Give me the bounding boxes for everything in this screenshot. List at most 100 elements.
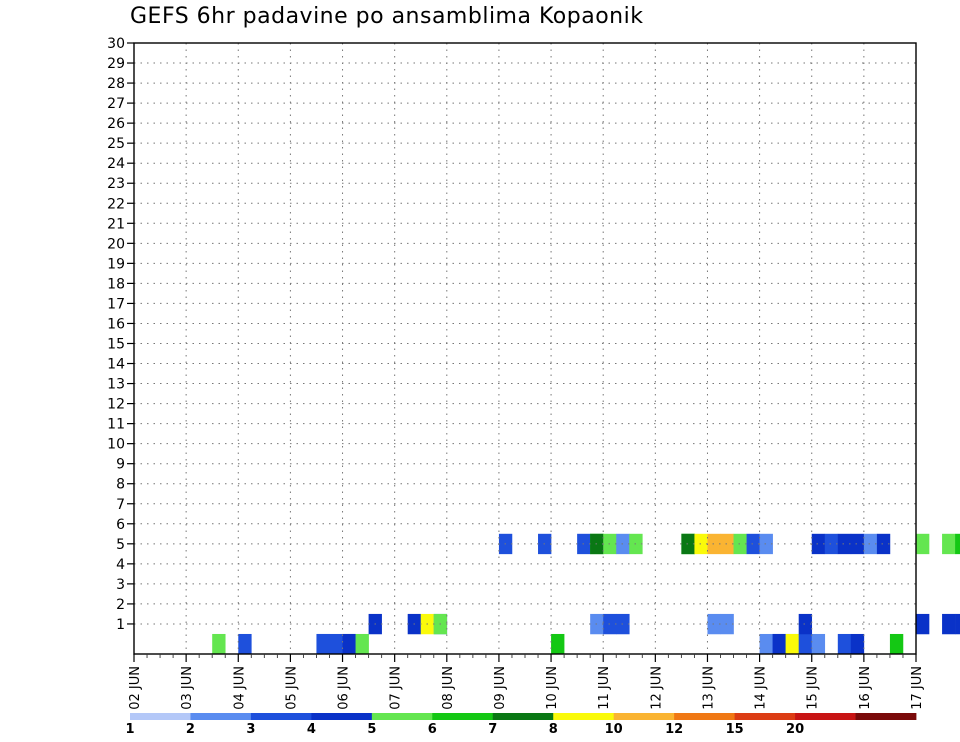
x-tick-label: 07 JUN (389, 666, 404, 710)
legend-swatch (311, 713, 373, 720)
color-legend: 1 2 3 4 5 6 7 8 10 12 15 20 (125, 713, 917, 737)
y-tick-label: 4 (116, 557, 125, 573)
y-tick-label: 25 (107, 136, 125, 152)
y-tick-label: 1 (116, 617, 125, 633)
heatmap-cell (850, 533, 865, 555)
heatmap-cell (316, 633, 330, 655)
heatmap-cell (955, 533, 960, 555)
heatmap-cell (707, 613, 721, 635)
legend-swatch (130, 713, 191, 720)
legend-label: 20 (786, 722, 804, 737)
y-axis: 1234567891011121314151617181920212223242… (107, 36, 134, 633)
legend-swatch (553, 713, 615, 720)
legend-label: 3 (246, 722, 255, 737)
heatmap-cell (785, 633, 799, 655)
legend-swatch (613, 713, 675, 720)
x-tick-label: 17 JUN (910, 666, 925, 710)
heatmap-cell (212, 633, 226, 655)
chart-gridlines (134, 42, 916, 654)
y-tick-label: 29 (107, 56, 125, 72)
heatmap-cell (720, 613, 734, 635)
chart-title: GEFS 6hr padavine po ansamblima Kopaonik (130, 4, 644, 29)
y-tick-label: 16 (107, 316, 125, 332)
y-tick-label: 19 (107, 256, 125, 272)
y-tick-label: 27 (107, 96, 125, 112)
y-tick-label: 6 (116, 517, 125, 533)
heatmap-cell (824, 533, 839, 555)
y-tick-label: 15 (107, 336, 125, 352)
x-tick-label: 02 JUN (128, 666, 143, 710)
y-tick-label: 24 (107, 156, 125, 172)
heatmap-cell (798, 633, 813, 655)
heatmap-cell (746, 533, 760, 555)
legend-swatch (371, 713, 433, 720)
heatmap-cell (798, 613, 813, 635)
heatmap-cell (681, 533, 695, 555)
legend-label: 6 (428, 722, 437, 737)
legend-swatch (250, 713, 312, 720)
heatmap-cell (811, 533, 826, 555)
y-tick-label: 22 (107, 196, 125, 212)
y-tick-label: 8 (116, 477, 125, 493)
x-tick-label: 03 JUN (180, 666, 195, 710)
legend-swatch (795, 713, 856, 720)
heatmap-cell (863, 533, 878, 555)
heatmap-cell (342, 633, 356, 655)
heatmap-cell (876, 533, 891, 555)
legend-swatch (492, 713, 554, 720)
heatmap-cell (238, 633, 252, 655)
y-tick-label: 17 (107, 296, 125, 312)
heatmap-cell (759, 633, 773, 655)
heatmap-cell (889, 633, 904, 655)
legend-label: 12 (665, 722, 683, 737)
heatmap-cell (942, 613, 956, 635)
heatmap-cell (720, 533, 734, 555)
legend-label: 8 (549, 722, 558, 737)
y-tick-label: 7 (116, 497, 125, 513)
y-tick-label: 23 (107, 176, 125, 192)
legend-swatch (432, 713, 494, 720)
y-tick-label: 3 (116, 577, 125, 593)
y-tick-label: 5 (116, 537, 125, 553)
x-tick-label: 10 JUN (545, 666, 560, 710)
x-axis: 02 JUN 03 JUN 04 JUN 05 JUN 06 JUN 07 JUN 08 J… (128, 654, 925, 710)
heatmap-cells (212, 533, 960, 655)
heatmap-cell (707, 533, 721, 555)
heatmap-cell (850, 633, 865, 655)
x-tick-label: 05 JUN (284, 666, 299, 710)
y-tick-label: 11 (107, 417, 125, 433)
heatmap-cell (916, 613, 930, 635)
heatmap-cell (694, 533, 708, 555)
x-tick-label: 15 JUN (806, 666, 821, 710)
x-tick-label: 04 JUN (232, 666, 247, 710)
x-tick-label: 12 JUN (649, 666, 664, 710)
x-tick-label: 13 JUN (701, 666, 716, 710)
legend-label: 15 (726, 722, 744, 737)
heatmap-cell (837, 533, 852, 555)
y-tick-label: 30 (107, 36, 125, 52)
heatmap-cell (772, 633, 786, 655)
y-tick-label: 26 (107, 116, 125, 132)
legend-label: 5 (367, 722, 376, 737)
legend-swatch (855, 713, 917, 720)
heatmap-cell (942, 533, 956, 555)
y-tick-label: 18 (107, 276, 125, 292)
heatmap-cell (916, 533, 930, 555)
legend-label: 7 (488, 722, 497, 737)
heatmap-cell (811, 633, 826, 655)
x-tick-label: 09 JUN (493, 666, 508, 710)
y-tick-label: 21 (107, 216, 125, 232)
heatmap-cell (759, 533, 773, 555)
heatmap-cell (355, 633, 369, 655)
heatmap-cell (551, 633, 565, 655)
y-tick-label: 20 (107, 236, 125, 252)
legend-label: 10 (605, 722, 623, 737)
heatmap-cell (329, 633, 343, 655)
legend-swatch (674, 713, 736, 720)
x-tick-label: 16 JUN (858, 666, 873, 710)
y-tick-label: 28 (107, 76, 125, 92)
y-tick-label: 14 (107, 357, 125, 373)
y-tick-label: 10 (107, 437, 125, 453)
y-tick-label: 12 (107, 397, 125, 413)
y-tick-label: 9 (116, 457, 125, 473)
